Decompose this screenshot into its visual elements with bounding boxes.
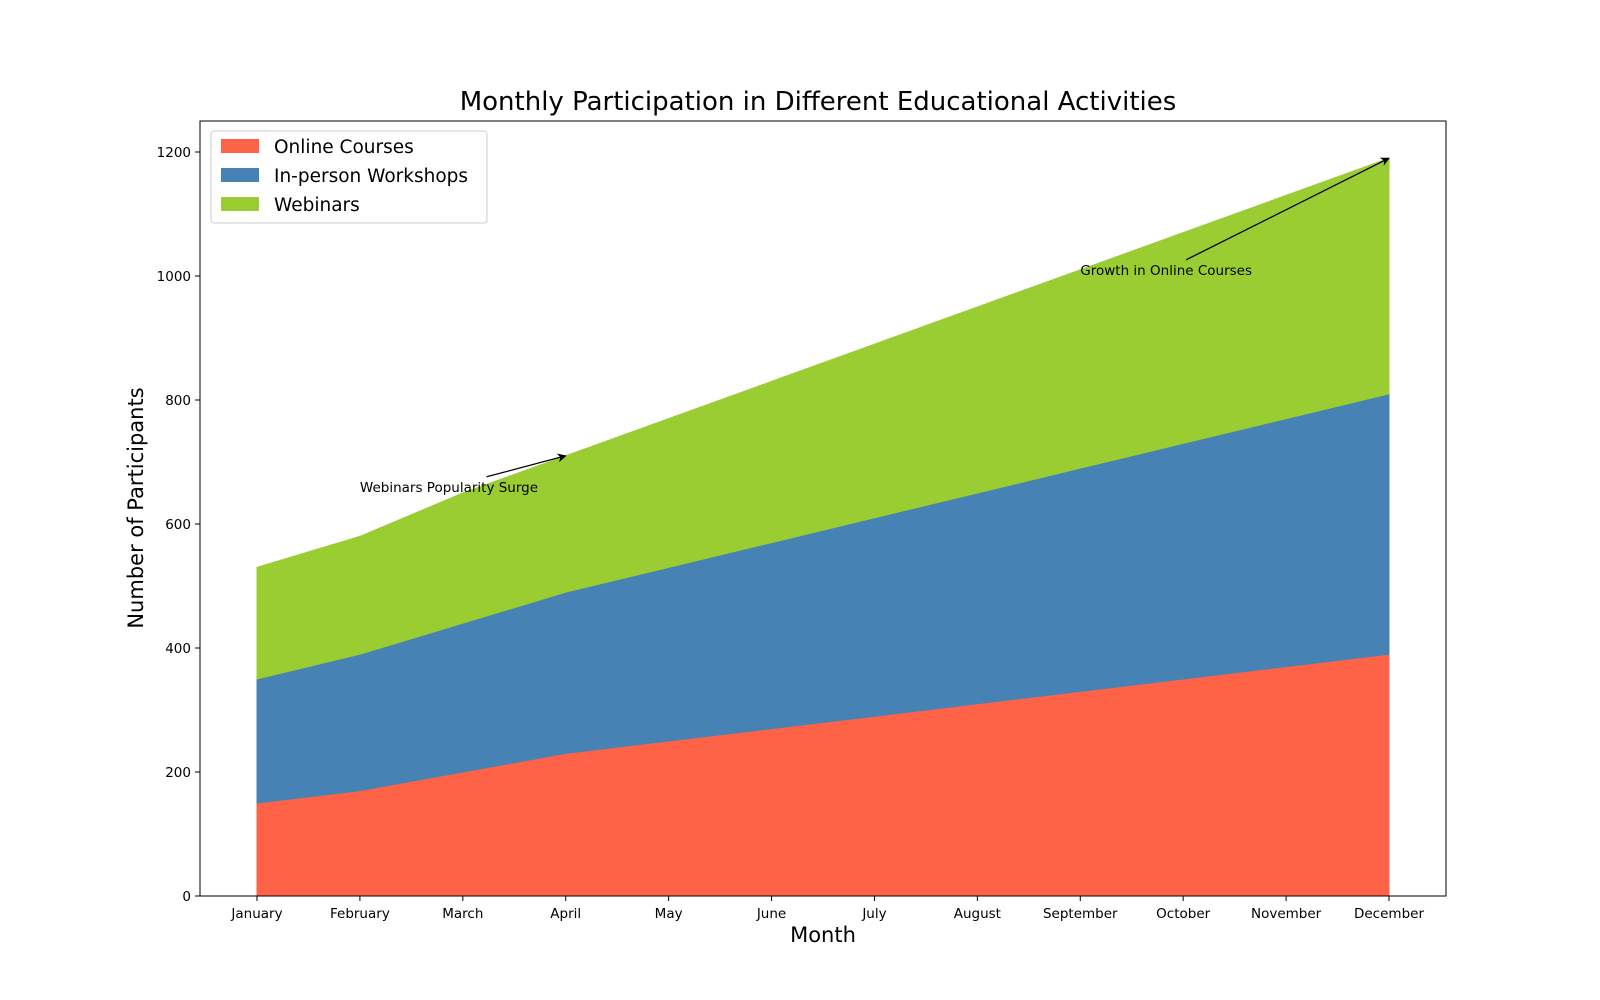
x-tick-label: November [1251,906,1322,922]
annotations: Webinars Popularity Surge Growth in Onlin… [360,157,1390,496]
x-tick-label: September [1043,906,1118,922]
chart-title: Monthly Participation in Different Educa… [460,87,1177,117]
annotation-arrow [1185,157,1390,261]
legend-swatch-webinars [221,197,259,211]
x-tick-label: October [1156,906,1210,922]
y-tick-label: 400 [165,641,191,657]
annotation-label: Webinars Popularity Surge [360,480,538,496]
x-tick-label: March [442,906,483,922]
annotation-label: Growth in Online Courses [1080,263,1252,279]
y-axis-label: Number of Participants [124,387,148,628]
x-tick-label: May [655,906,683,922]
x-tick-label: July [861,906,886,922]
legend-label-in-person-workshops: In-person Workshops [274,166,468,187]
legend-frame [210,130,488,224]
y-tick-label: 0 [182,889,191,905]
x-tick-label: June [756,906,786,922]
legend-label-online-courses: Online Courses [274,137,414,158]
x-axis: January February March April May June July Augu… [230,896,1424,922]
legend: Online Courses In-person Workshops Webinar… [210,130,488,224]
y-tick-label: 600 [165,517,191,533]
x-tick-label: April [550,906,581,922]
y-tick-label: 200 [165,765,191,781]
plot-frame [199,120,1447,897]
legend-swatch-in-person-workshops [221,168,259,182]
x-tick-label: August [954,906,1001,922]
y-tick-label: 800 [165,393,191,409]
legend-swatch-online-courses [221,139,259,153]
x-tick-label: February [330,906,390,922]
legend-label-webinars: Webinars [274,195,360,216]
annotation-arrow [486,453,567,478]
x-tick-label: December [1354,906,1424,922]
area-webinars [256,157,1390,680]
y-tick-label: 1200 [157,145,191,161]
area-layers [256,157,1390,897]
y-axis: 0 200 400 600 800 1000 1200 [157,145,200,905]
y-tick-label: 1000 [157,269,191,285]
x-tick-label: January [230,906,282,922]
x-axis-label: Month [790,923,856,947]
